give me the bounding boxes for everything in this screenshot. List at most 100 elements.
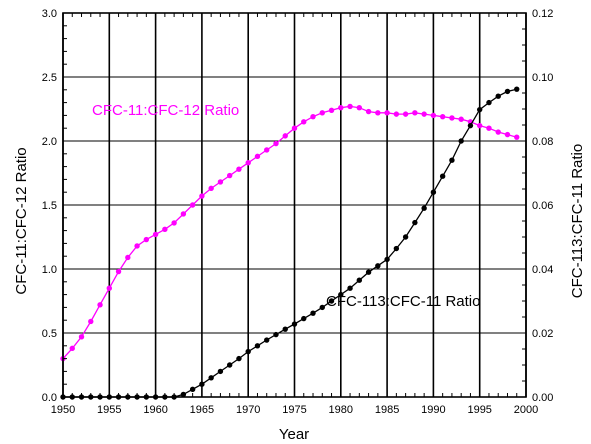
data-point-0 [115,268,122,275]
data-point-0 [171,220,177,226]
data-point-1 [439,173,446,179]
series-group [60,86,520,400]
data-point-1 [310,310,316,316]
data-point-1 [495,93,501,99]
data-point-1 [486,99,492,106]
data-point-0 [356,105,363,111]
x-tick-label: 1965 [190,404,214,416]
data-point-0 [180,211,187,217]
y-right-tick-label: 0.08 [532,136,553,148]
data-point-1 [449,157,455,163]
data-point-1 [338,291,344,298]
y-right-tick-label: 0.12 [532,8,553,20]
data-point-0 [439,113,446,120]
data-point-0 [449,115,455,121]
data-point-1 [421,205,427,211]
data-point-0 [254,153,261,160]
data-point-0 [421,111,427,117]
x-tick-label: 1990 [421,404,445,416]
data-point-0 [162,226,168,233]
data-point-1 [467,122,474,129]
data-point-1 [208,375,214,381]
data-point-0 [208,185,214,192]
data-point-0 [347,103,353,110]
x-tick-label: 1950 [51,404,75,416]
data-point-0 [412,110,418,116]
data-point-0 [310,113,316,120]
data-point-0 [199,193,205,199]
data-point-1 [245,348,251,355]
data-point-0 [495,129,501,135]
y-left-tick-label: 1.5 [42,200,57,212]
data-point-0 [282,133,288,139]
data-point-0 [236,166,242,172]
data-point-1 [226,362,233,368]
data-point-1 [514,86,520,92]
data-point-1 [477,106,483,113]
data-point-0 [97,302,103,308]
x-axis-title: Year [279,426,309,443]
data-point-1 [356,277,363,283]
y-right-tick-label: 0.00 [532,392,553,404]
data-point-1 [365,269,372,275]
data-point-0 [319,110,325,116]
data-point-1 [199,381,205,387]
data-point-0 [134,243,140,249]
data-point-0 [486,125,492,131]
data-point-0 [226,172,233,179]
data-point-1 [217,368,224,375]
y-left-tick-label: 0.0 [42,392,57,404]
data-point-0 [264,147,270,153]
data-point-0 [477,122,483,129]
y-left-tick-label: 2.0 [42,136,57,148]
y-right-tick-label: 0.06 [532,200,553,212]
data-point-0 [328,107,335,113]
data-point-1 [393,245,400,252]
data-point-0 [217,179,224,185]
data-point-0 [384,110,390,116]
y-left-tick-label: 0.5 [42,328,57,340]
x-tick-label: 2000 [514,404,538,416]
data-point-1 [273,331,279,338]
data-point-1 [264,337,270,343]
data-point-0 [301,119,307,125]
x-tick-label: 1980 [329,404,353,416]
y-axis-right-title: CFC-113:CFC-11 Ratio [569,144,586,298]
data-point-1 [254,343,261,349]
data-point-0 [504,131,511,138]
data-point-0 [430,112,437,119]
data-point-0 [189,202,196,208]
x-tick-label: 1985 [375,404,399,416]
y-right-tick-label: 0.04 [532,264,553,276]
data-point-0 [152,231,159,238]
data-point-1 [412,219,418,226]
axes: 1950 1955 1960 1965 1970 1975 1980 1985 1990 1995… [42,8,554,416]
data-point-0 [69,345,75,352]
data-point-1 [189,386,196,393]
data-point-0 [514,134,520,140]
y-left-tick-label: 3.0 [42,8,57,20]
data-point-0 [88,318,94,325]
data-point-1 [347,285,353,291]
data-point-0 [458,116,464,122]
x-tick-label: 1960 [143,404,167,416]
y-right-tick-label: 0.02 [532,328,553,340]
data-point-1 [402,234,409,240]
x-tick-label: 1975 [282,404,306,416]
data-point-0 [338,105,344,111]
data-point-1 [301,315,307,322]
data-point-0 [143,236,150,243]
x-tick-label: 1955 [97,404,121,416]
y-axis-left-title: CFC-11:CFC-12 Ratio [13,147,30,294]
series-line-0 [62,105,517,360]
data-point-0 [78,334,85,340]
data-point-1 [504,88,511,95]
data-point-0 [245,160,251,166]
data-point-0 [125,254,131,261]
data-point-0 [273,140,279,147]
data-point-1 [328,298,335,304]
series-label-cfc11-cfc12: CFC-11:CFC-12 Ratio [92,102,239,119]
data-point-1 [319,304,325,311]
data-point-1 [291,321,298,327]
y-right-tick-label: 0.10 [532,72,553,84]
